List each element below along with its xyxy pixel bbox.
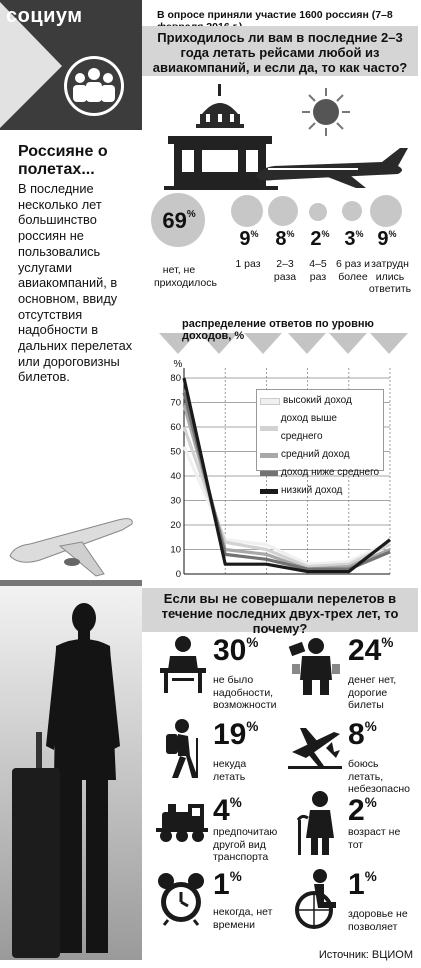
elderly-person-icon	[294, 790, 342, 856]
hiker-icon	[156, 718, 206, 780]
answer-pct-3: 8%	[270, 228, 300, 251]
answer-circle-4	[309, 203, 327, 221]
reason-pct-4: 8%	[348, 718, 377, 752]
y-tick-label: 60	[170, 422, 181, 433]
y-tick-label: 20	[170, 520, 181, 531]
legend-item: высокий доход	[260, 392, 380, 410]
intro-title: Россияне о полетах...	[18, 143, 138, 179]
legend-item: доход ниже среднего	[260, 464, 380, 482]
intro-body: В последние несколько лет большинство ро…	[18, 181, 148, 385]
reason-label-3: некуда летать	[213, 758, 281, 783]
legend-item: средний доход	[260, 446, 380, 464]
airplane-icon	[10, 519, 132, 576]
wheelchair-icon	[292, 868, 344, 930]
reason-pct-1: 30%	[213, 634, 258, 668]
answer-pct-1: 69%	[156, 208, 202, 234]
answer-pct-5: 3%	[339, 228, 369, 251]
plane-crash-icon	[286, 722, 344, 770]
airplane-icon	[256, 148, 408, 188]
reason-pct-3: 19%	[213, 718, 258, 752]
empty-pockets-icon	[286, 634, 344, 696]
airport-illustration	[150, 84, 418, 190]
reason-pct-5: 4%	[213, 794, 242, 828]
answer-label-5: 6 раз и более	[336, 258, 370, 283]
reason-label-6: возраст не тот	[348, 826, 416, 851]
legend-item: доход выше среднего	[260, 410, 380, 446]
answer-label-1: нет, не приходилось	[154, 264, 204, 289]
reason-label-5: предпочитаю другой вид транспорта	[213, 826, 283, 864]
reason-pct-7: 1%	[213, 868, 242, 902]
reason-label-8: здоровье не позволяет	[348, 908, 418, 933]
y-tick-label: 40	[170, 471, 181, 482]
reason-pct-6: 2%	[348, 794, 377, 828]
answer-circle-2	[231, 195, 263, 227]
reason-label-1: не было надобности, возможности	[213, 674, 281, 712]
alarm-clock-icon	[156, 872, 206, 926]
question1-text: Приходилось ли вам в последние 2–3 года …	[142, 30, 418, 75]
desk-person-icon	[156, 634, 210, 694]
answer-pct-6: 9%	[372, 228, 402, 251]
chart-legend: высокий доход доход выше среднего средни…	[256, 389, 384, 471]
answer-circle-5	[342, 201, 362, 221]
answer-circle-3	[268, 196, 298, 226]
businessman-photo	[0, 510, 142, 960]
reason-label-2: денег нет, дорогие билеты	[348, 674, 416, 712]
reason-label-4: боюсь летать, небезопасно	[348, 758, 416, 796]
y-tick-label: 0	[176, 569, 181, 578]
chart-title: распределение ответов по уровню доходов,…	[182, 318, 421, 342]
train-icon	[154, 800, 210, 844]
people-group-icon	[64, 58, 124, 114]
brand-label: социум	[6, 5, 83, 28]
y-tick-label: 50	[170, 447, 181, 458]
answer-label-4: 4–5 раз	[304, 258, 332, 283]
legend-item: низкий доход	[260, 482, 380, 500]
answer-pct-2: 9%	[234, 228, 264, 251]
answer-circle-6	[370, 195, 402, 227]
answer-label-6: затрудни­лись ответить	[368, 258, 412, 296]
y-axis-unit-label: %	[174, 359, 183, 370]
answer-pct-4: 2%	[305, 228, 335, 251]
answer-label-2: 1 раз	[230, 258, 266, 271]
reason-label-7: некогда, нет времени	[213, 906, 281, 931]
y-tick-label: 30	[170, 496, 181, 507]
sun-icon	[302, 88, 350, 136]
question2-text: Если вы не совершали перелетов в течение…	[142, 591, 418, 636]
reason-pct-8: 1%	[348, 868, 377, 902]
reason-pct-2: 24%	[348, 634, 393, 668]
y-tick-label: 80	[170, 373, 181, 384]
source-note: Источник: ВЦИОМ	[319, 949, 413, 961]
y-tick-label: 70	[170, 398, 181, 409]
answer-label-3: 2–3 раза	[268, 258, 302, 283]
y-tick-label: 10	[170, 545, 181, 556]
